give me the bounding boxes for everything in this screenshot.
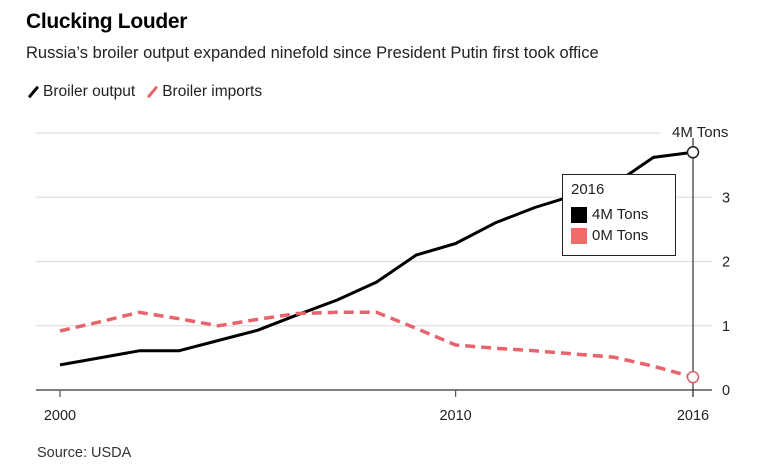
y-tick-label: 1 <box>722 319 730 335</box>
legend-label: Broiler output <box>43 83 136 100</box>
legend-item-broiler-imports[interactable]: Broiler imports <box>147 83 263 101</box>
hover-markers <box>686 146 700 384</box>
color-swatch <box>571 227 587 244</box>
tooltip-row-output: 4M Tons <box>571 206 667 223</box>
data-point-marker <box>686 370 700 384</box>
y-tick-label: 2 <box>722 255 730 271</box>
y-tick-label: 3 <box>722 190 730 206</box>
source-note: Source: USDA <box>37 445 132 461</box>
x-tick-label: 2000 <box>44 408 76 424</box>
legend-label: Broiler imports <box>162 83 263 100</box>
data-point-marker <box>686 146 700 159</box>
tooltip-value: 4M Tons <box>592 206 649 223</box>
legend: Broiler output Broiler imports <box>27 83 263 101</box>
y-tick-label: 0 <box>722 383 730 399</box>
x-tick-label: 2010 <box>439 408 471 424</box>
tooltip-year: 2016 <box>571 181 605 198</box>
x-tick-label: 2016 <box>677 408 709 424</box>
legend-item-broiler-output[interactable]: Broiler output <box>27 83 136 101</box>
tooltip: 2016 4M Tons 0M Tons <box>562 174 676 256</box>
color-swatch <box>571 206 587 223</box>
value-annotation: 4M Tons <box>672 124 728 141</box>
chart-title: Clucking Louder <box>26 10 188 33</box>
series-line-broiler-imports <box>59 310 694 379</box>
tooltip-row-imports: 0M Tons <box>571 227 667 244</box>
axes: 0 1 2 3 2000 2010 2016 <box>36 138 730 424</box>
chart-subtitle: Russia’s broiler output expanded ninefol… <box>26 44 599 62</box>
tooltip-value: 0M Tons <box>592 227 649 244</box>
